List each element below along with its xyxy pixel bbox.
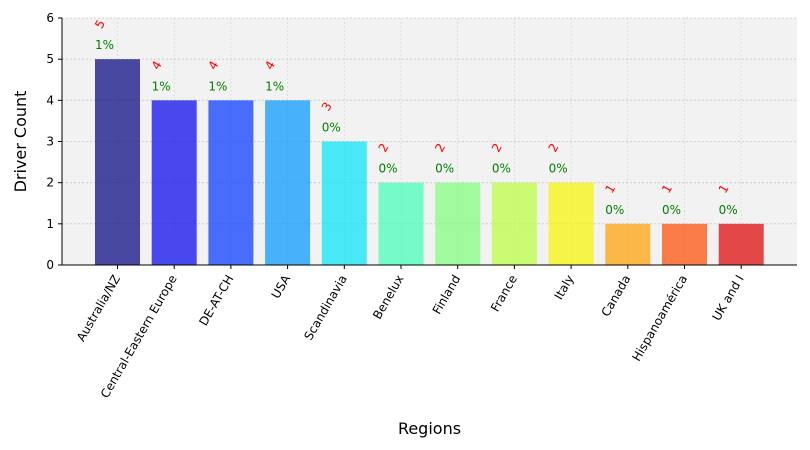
bar [548,182,594,265]
percent-label: 0% [492,162,511,176]
bar [662,223,707,265]
percent-label: 1% [265,79,284,93]
x-tick-label: UK and I [709,273,746,324]
bar [151,100,197,265]
x-tick-label: USA [269,272,294,301]
percent-label: 0% [605,203,624,217]
x-tick-label: Canada [598,273,633,320]
bar [605,223,651,265]
bar [95,59,140,265]
bar [435,182,481,265]
percent-label: 0% [719,203,738,217]
bar [718,223,764,265]
y-tick-label: 6 [46,11,54,25]
y-tick-label: 5 [46,52,54,66]
x-tick-label: Benelux [370,273,406,322]
y-axis-title: Driver Count [11,91,30,193]
bar [378,182,424,265]
percent-label: 0% [322,121,341,135]
y-tick-label: 2 [46,176,54,190]
x-tick-label: Scandinavia [301,273,350,343]
x-tick-label: France [488,273,520,315]
bar [321,141,367,265]
percent-label: 1% [152,79,171,93]
percent-label: 0% [435,162,454,176]
bar [265,100,311,265]
bar [491,182,537,265]
x-tick-label: DE-AT-CH [196,273,236,329]
bar [208,100,254,265]
y-tick-label: 3 [46,135,54,149]
x-tick-label: Finland [430,273,464,317]
percent-label: 1% [208,79,227,93]
y-tick-label: 0 [46,258,54,272]
x-tick-label: Hispanoamérica [629,273,690,364]
percent-label: 0% [662,203,681,217]
percent-label: 0% [378,162,397,176]
x-tick-label: Italy [552,273,577,303]
y-tick-label: 4 [46,93,54,107]
x-tick-label: Australia/NZ [74,273,123,344]
percent-label: 1% [95,38,114,52]
bars [95,59,764,265]
percent-label: 0% [549,162,568,176]
y-tick-label: 1 [46,217,54,231]
x-axis-title: Regions [398,419,461,438]
